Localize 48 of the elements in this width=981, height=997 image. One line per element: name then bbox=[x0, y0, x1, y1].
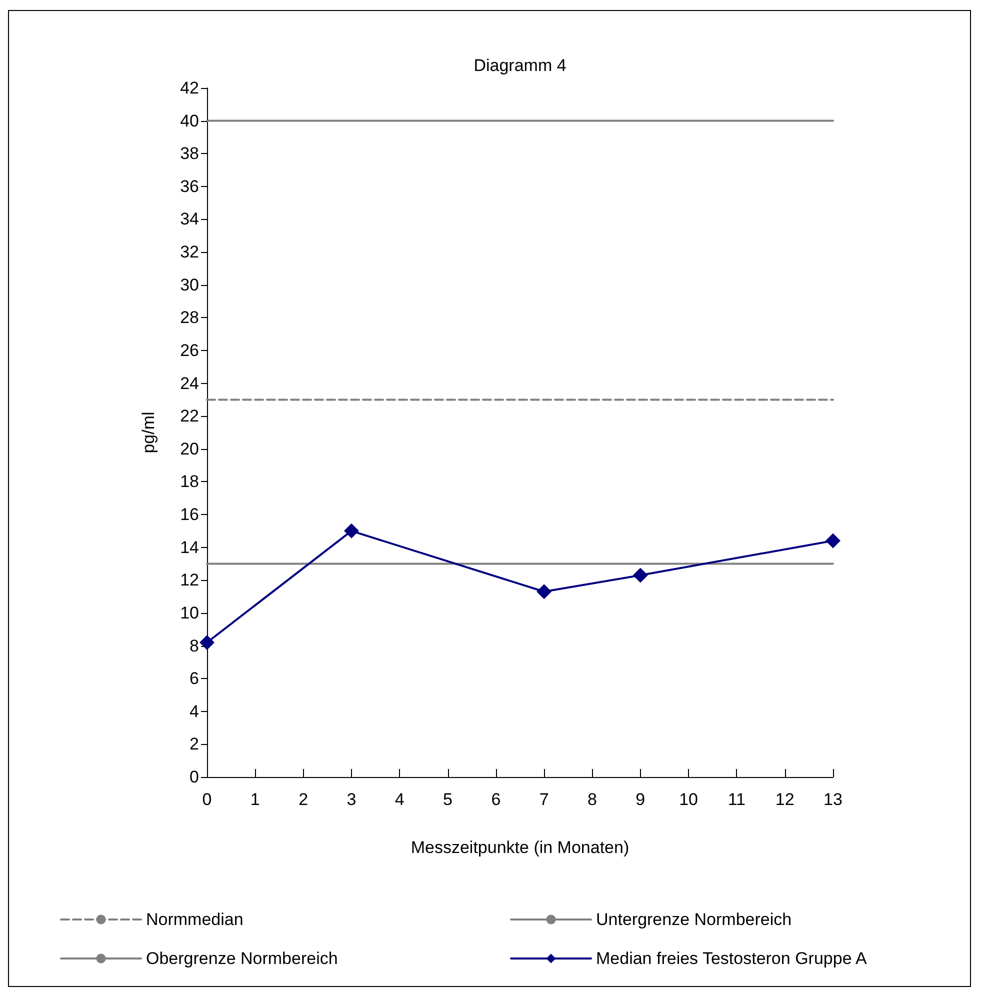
x-tick-label: 8 bbox=[587, 790, 597, 809]
y-tick-label: 26 bbox=[180, 340, 199, 360]
legend-label: Median freies Testosteron Gruppe A bbox=[596, 949, 868, 968]
x-axis-title: Messzeitpunkte (in Monaten) bbox=[410, 838, 630, 857]
y-tick-label: 40 bbox=[180, 111, 199, 130]
y-tick-label: 22 bbox=[180, 406, 199, 426]
point bbox=[200, 634, 214, 650]
y-tick-label: 38 bbox=[180, 144, 199, 164]
point bbox=[536, 584, 552, 600]
legend-label: Obergrenze Normbereich bbox=[146, 949, 338, 968]
y-tick-label: 0 bbox=[190, 768, 199, 786]
legend-label: Normmedian bbox=[146, 910, 244, 929]
y-tick-label: 2 bbox=[190, 734, 199, 754]
x-tick-label: 3 bbox=[346, 790, 356, 809]
x-tick-label: 7 bbox=[539, 790, 549, 809]
chart-title: Diagramm 4 bbox=[474, 56, 566, 75]
y-tick-label: 24 bbox=[180, 374, 199, 393]
y-tick-label: 16 bbox=[180, 505, 199, 524]
x-tick-label: 13 bbox=[824, 790, 842, 809]
x-tick-label: 4 bbox=[394, 790, 404, 809]
y-tick-label: 12 bbox=[180, 570, 199, 590]
point bbox=[826, 533, 840, 548]
x-tick-label: 6 bbox=[491, 790, 501, 809]
x-tick-label: 9 bbox=[636, 790, 646, 809]
y-tick-label: 4 bbox=[190, 702, 199, 721]
x-tick-label: 0 bbox=[202, 790, 212, 809]
y-tick-label: 10 bbox=[180, 603, 199, 622]
x-tick-label: 5 bbox=[443, 790, 453, 809]
x-tick-label: 10 bbox=[679, 790, 698, 809]
x-tick-label: 11 bbox=[728, 790, 746, 809]
x-tick-label: 2 bbox=[298, 790, 308, 809]
y-tick-label: 14 bbox=[180, 538, 199, 557]
point bbox=[344, 523, 359, 538]
y-tick-label: 8 bbox=[190, 636, 199, 656]
y-tick-label: 34 bbox=[180, 210, 199, 229]
y-tick-label: 36 bbox=[180, 176, 199, 196]
x-tick-label: 12 bbox=[775, 790, 794, 809]
y-tick-label: 18 bbox=[180, 472, 199, 492]
y-axis-title: pg/ml bbox=[139, 412, 158, 454]
point bbox=[632, 568, 648, 583]
legend-label: Untergrenze Normbereich bbox=[596, 910, 792, 929]
y-tick-label: 28 bbox=[180, 308, 199, 328]
y-tick-label: 20 bbox=[180, 439, 199, 458]
y-tick-label: 6 bbox=[190, 669, 199, 688]
y-tick-label: 42 bbox=[180, 78, 199, 98]
x-tick-label: 1 bbox=[250, 790, 260, 809]
y-tick-label: 30 bbox=[180, 275, 199, 294]
y-tick-label: 32 bbox=[180, 242, 199, 262]
